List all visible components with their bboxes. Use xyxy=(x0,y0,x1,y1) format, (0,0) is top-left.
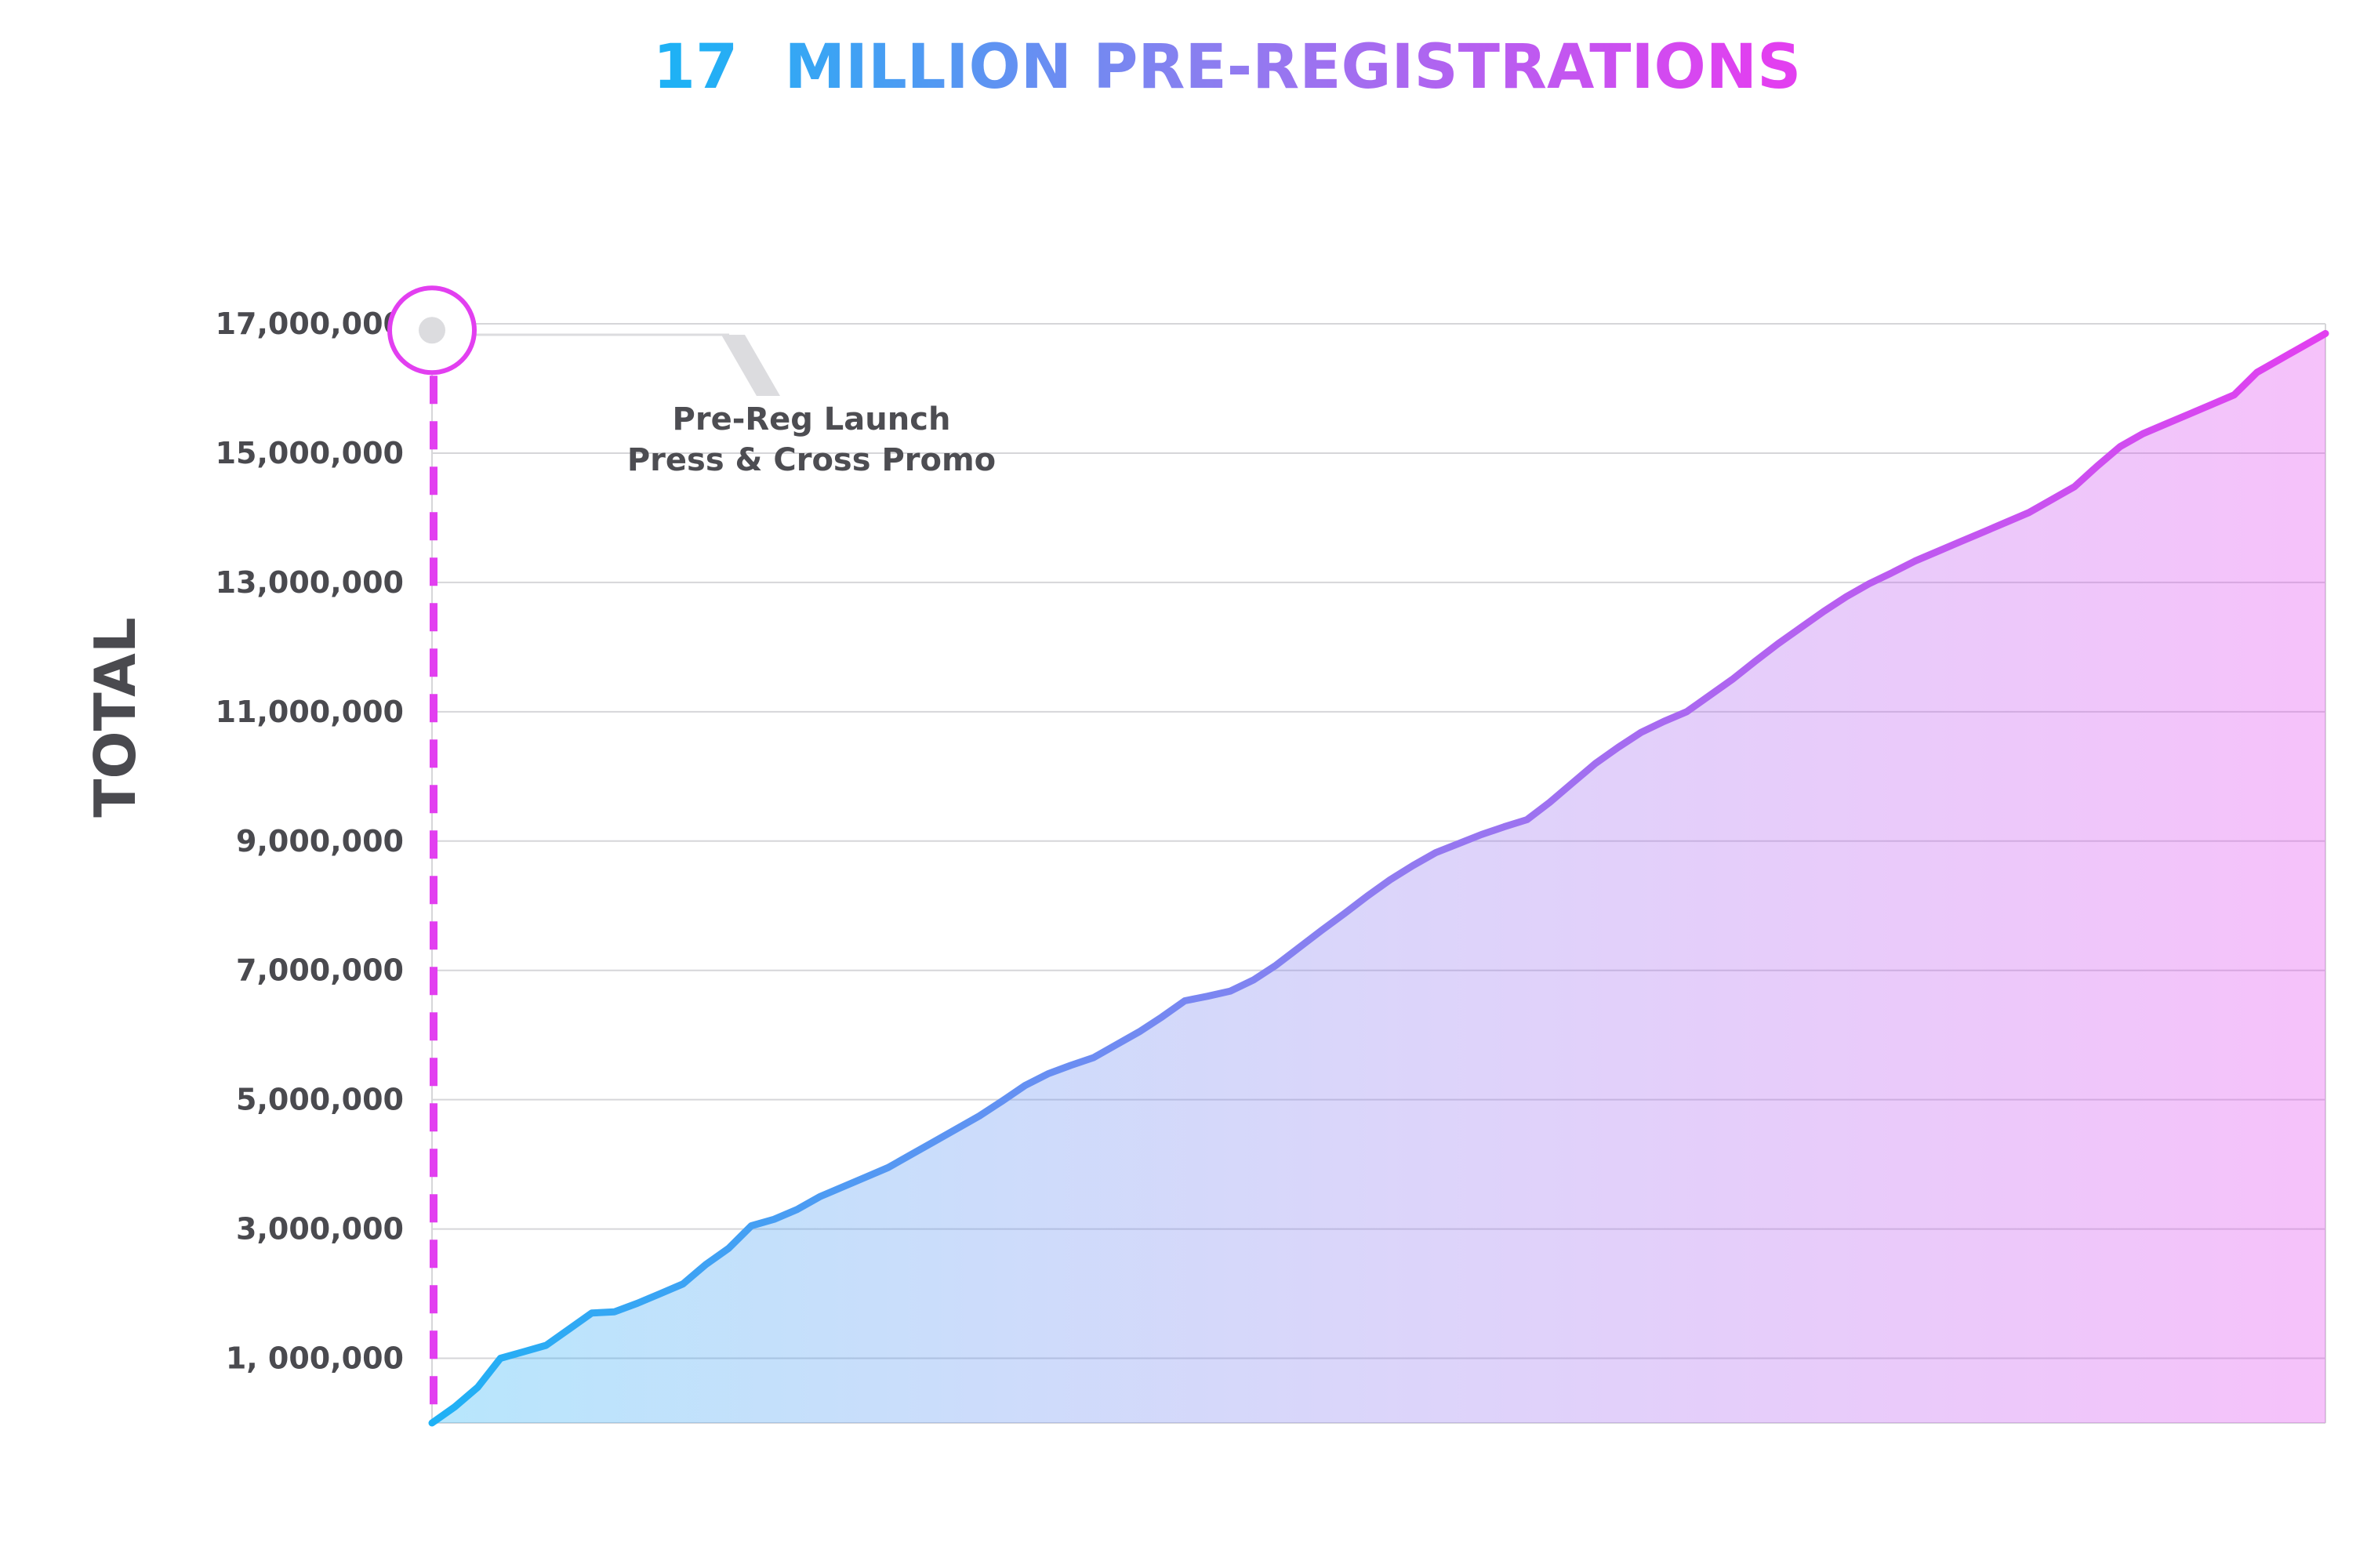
series-line xyxy=(428,329,2329,1427)
y-tick-label: 5,000,000 xyxy=(236,1083,404,1117)
y-tick-label: 13,000,000 xyxy=(216,565,404,600)
chart-title-number: 17 xyxy=(653,32,739,103)
annotation-leader-tab xyxy=(721,335,780,396)
series-area xyxy=(432,333,2325,1423)
y-tick-label: 3,000,000 xyxy=(236,1212,404,1247)
launch-marker-dot xyxy=(419,317,445,344)
y-tick-label: 7,000,000 xyxy=(236,953,404,988)
y-tick-label: 1, 000,000 xyxy=(226,1341,404,1376)
annotation-line-2: Press & Cross Promo xyxy=(627,442,996,478)
y-tick-label: 17,000,000 xyxy=(216,307,404,341)
chart-title-text: MILLION PRE-REGISTRATIONS xyxy=(784,32,1801,103)
y-tick-label: 9,000,000 xyxy=(236,824,404,858)
y-tick-label: 11,000,000 xyxy=(216,695,404,729)
chart-title: 17 MILLION PRE-REGISTRATIONS xyxy=(653,32,1802,103)
y-axis-ticks: 1, 000,000 3,000,000 5,000,000 7,000,000 9,0… xyxy=(216,307,404,1376)
annotation-line-1: Pre-Reg Launch xyxy=(673,401,951,437)
y-tick-label: 15,000,000 xyxy=(216,436,404,470)
y-axis-label: TOTAL xyxy=(82,617,148,817)
